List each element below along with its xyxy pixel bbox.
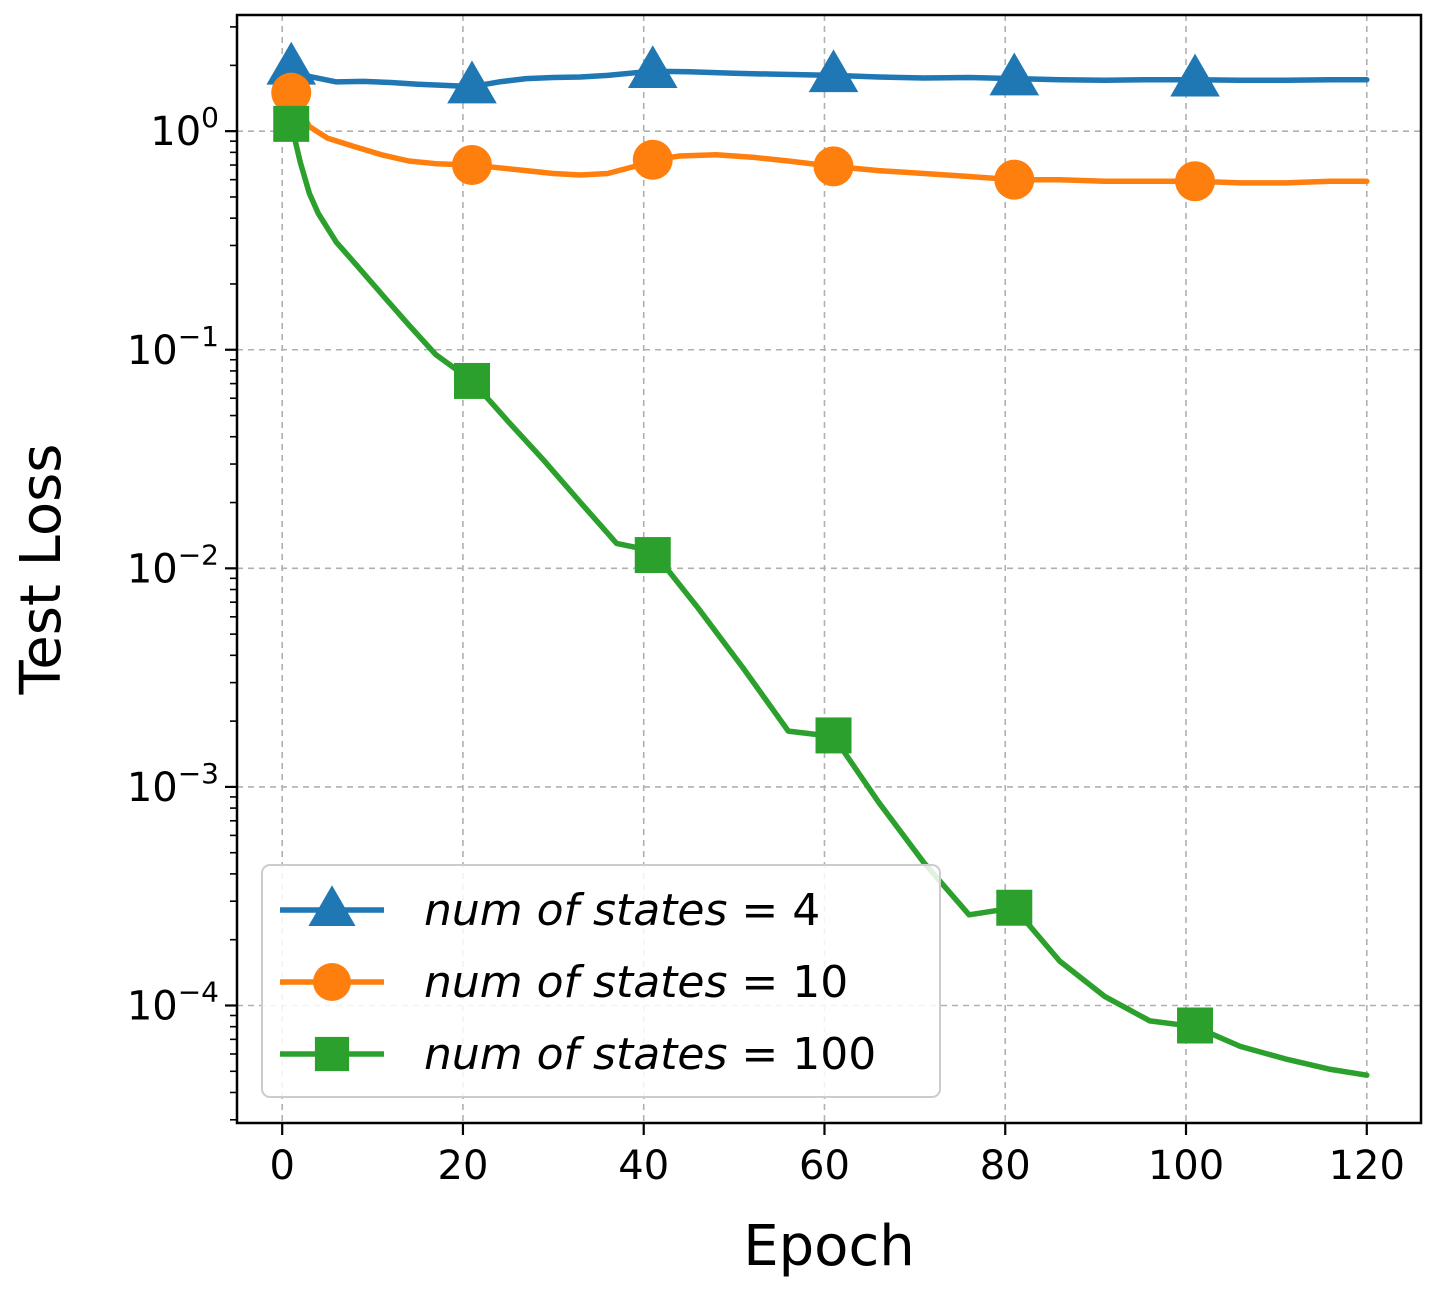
data-point-states-10 (1175, 161, 1216, 202)
data-point-states-100 (453, 362, 490, 399)
legend-label: num of states = 100 (424, 1029, 876, 1080)
data-point-states-4 (1170, 53, 1220, 97)
x-tick-label: 100 (1148, 1143, 1224, 1189)
x-tick-label: 120 (1329, 1143, 1405, 1189)
data-point-states-100 (634, 537, 671, 574)
data-point-states-10 (994, 159, 1035, 200)
legend-marker (308, 885, 356, 926)
x-axis: 0 20 40 60 80 100 120 (269, 1123, 1405, 1189)
data-point-states-100 (1177, 1007, 1214, 1044)
y-tick-label: 100 (150, 101, 219, 155)
data-point-states-100 (996, 889, 1033, 926)
series-states-100 (273, 105, 1370, 1078)
data-point-states-10 (271, 72, 312, 113)
x-tick-label: 80 (980, 1143, 1031, 1189)
y-tick-label: 10−4 (127, 975, 219, 1029)
legend-marker (313, 963, 351, 1001)
data-point-states-10 (813, 146, 854, 187)
data-point-states-4 (447, 60, 497, 104)
x-tick-label: 40 (618, 1143, 669, 1189)
series-line-states-10 (288, 89, 1370, 186)
data-point-states-4 (266, 41, 317, 85)
series-line-states-4 (288, 65, 1370, 90)
legend-item-states-4: num of states = 4 (280, 885, 820, 936)
data-point-states-100 (815, 717, 852, 754)
data-point-states-100 (273, 105, 310, 142)
y-axis: 100 10−1 10−2 10−3 10−4 (127, 26, 237, 1121)
data-point-states-4 (808, 49, 859, 93)
legend-label: num of states = 4 (424, 885, 820, 936)
legend-item-states-100: num of states = 100 (280, 1029, 876, 1080)
data-point-states-10 (632, 139, 673, 180)
x-tick-label: 60 (799, 1143, 850, 1189)
legend-marker (314, 1036, 350, 1072)
legend: num of states = 4 num of states = 10 num o… (261, 864, 941, 1098)
y-tick-label: 10−1 (127, 320, 219, 374)
legend-box (261, 864, 941, 1098)
series-layer (266, 41, 1370, 1078)
legend-label: num of states = 10 (424, 957, 848, 1008)
y-axis-title: Test Loss (9, 444, 74, 696)
x-tick-label: 20 (438, 1143, 489, 1189)
x-axis-title: Epoch (743, 1214, 914, 1279)
series-states-4 (266, 41, 1370, 104)
legend-item-states-10: num of states = 10 (280, 957, 848, 1008)
data-point-states-4 (627, 45, 678, 89)
data-point-states-4 (989, 52, 1040, 96)
y-tick-label: 10−3 (127, 757, 219, 811)
series-states-10 (271, 72, 1370, 202)
data-point-states-10 (451, 145, 492, 186)
y-tick-label: 10−2 (127, 538, 219, 592)
x-tick-label: 0 (269, 1143, 294, 1189)
series-line-states-100 (288, 121, 1370, 1078)
